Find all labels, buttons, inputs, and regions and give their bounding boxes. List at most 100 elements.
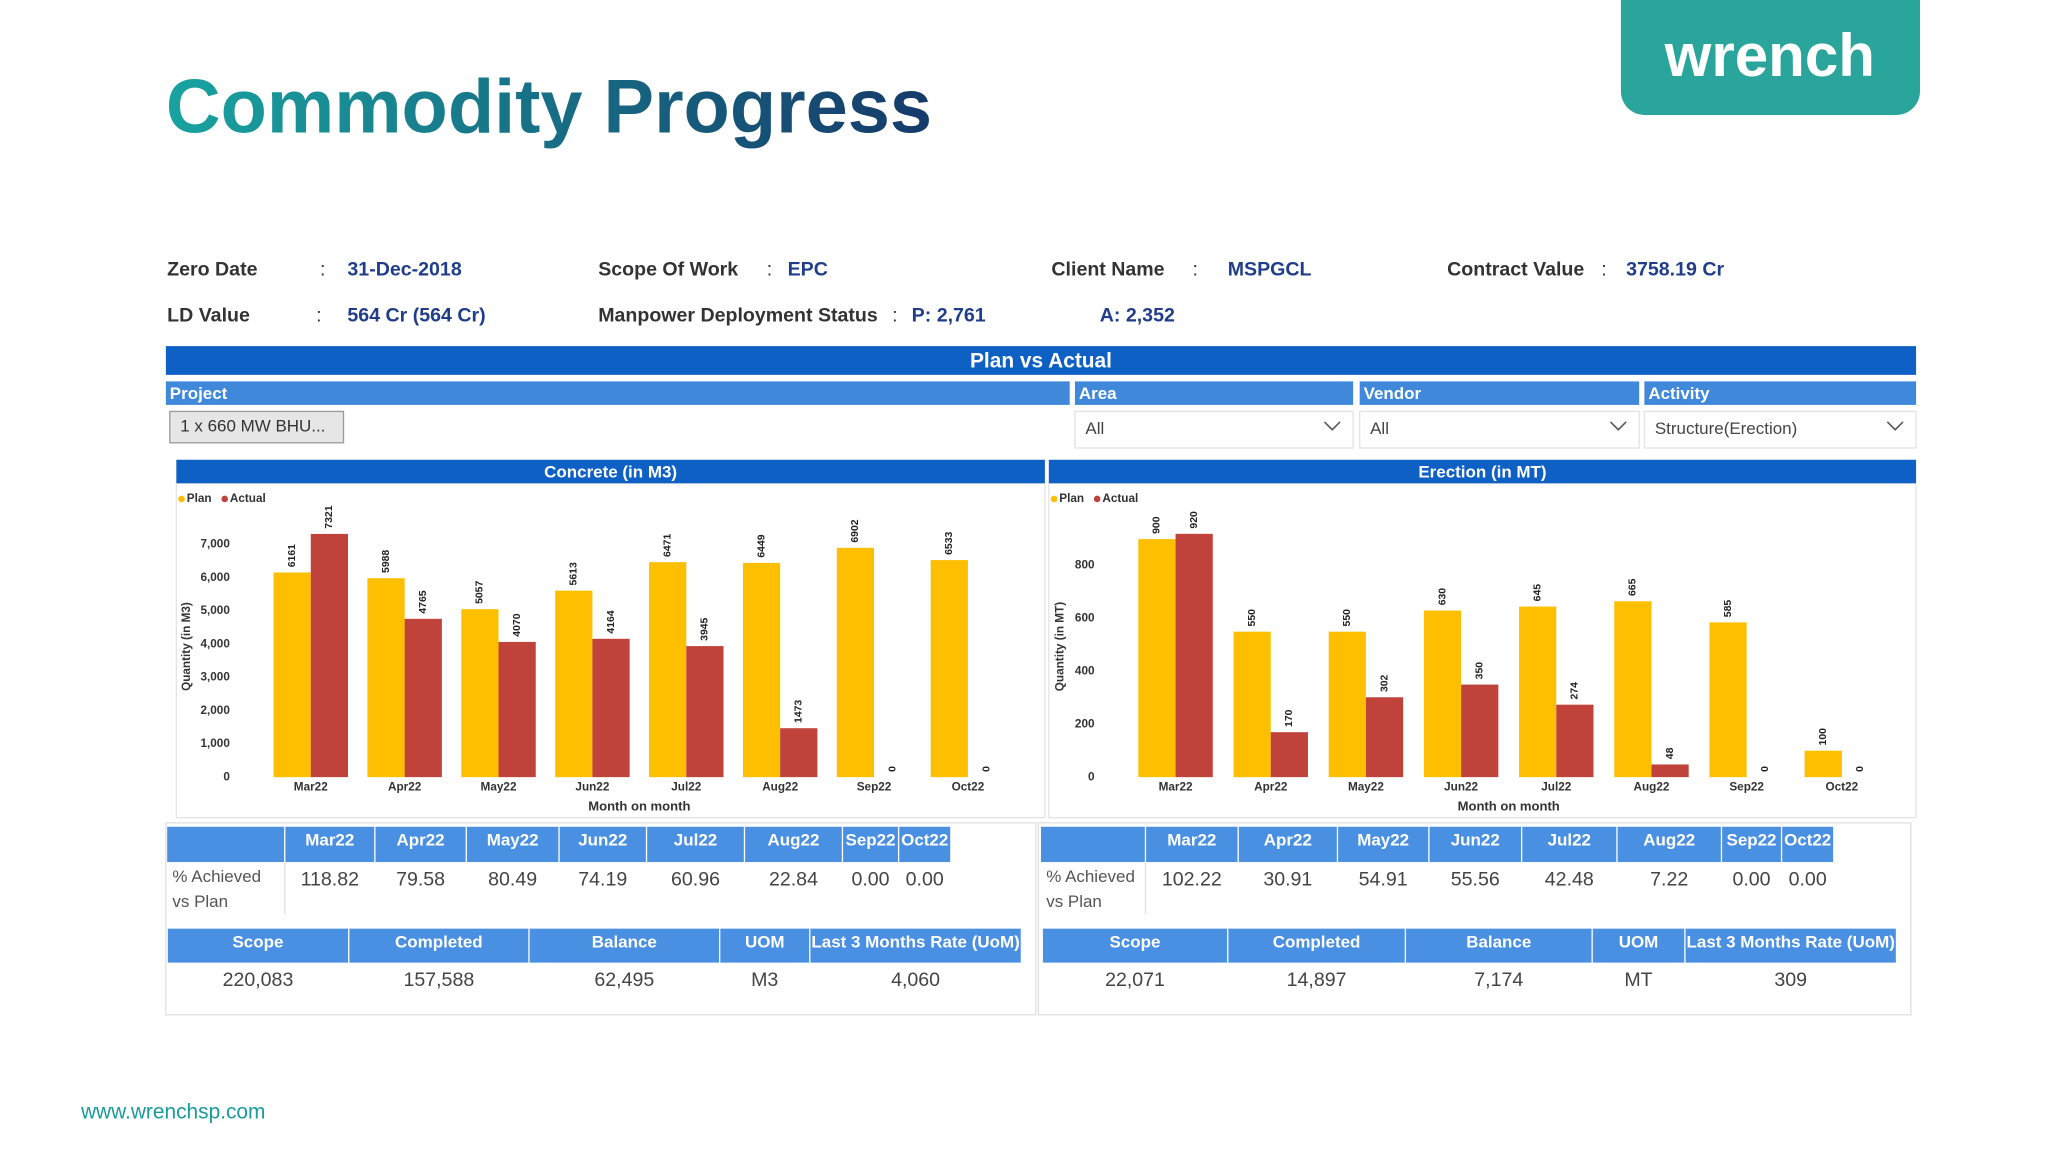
table-cell: 118.82 xyxy=(301,868,359,890)
bar xyxy=(273,572,311,778)
filter-header xyxy=(165,381,1070,405)
column-header: Completed xyxy=(395,933,483,952)
filter-value[interactable]: All xyxy=(1370,419,1389,438)
banner-title: Plan vs Actual xyxy=(970,349,1112,372)
chart-title: Concrete (in M3) xyxy=(544,462,677,481)
bar xyxy=(836,547,875,778)
info-separator: : xyxy=(767,259,772,281)
table-cell: MT xyxy=(1624,969,1652,991)
filter-header xyxy=(1074,381,1354,405)
table-cell: 157,588 xyxy=(403,969,474,991)
project-chip[interactable] xyxy=(169,410,345,444)
info-value: 564 Cr (564 Cr) xyxy=(347,304,485,326)
filter-value[interactable]: All xyxy=(1085,419,1104,438)
table-cell: 55.56 xyxy=(1451,868,1500,890)
info-value: EPC xyxy=(788,259,828,281)
x-tick-label: Jun22 xyxy=(1444,781,1478,794)
table-cell: 22.84 xyxy=(769,868,818,890)
table-cell: 7.22 xyxy=(1650,868,1688,890)
column-header: Balance xyxy=(1466,933,1531,952)
dropdown[interactable] xyxy=(1643,410,1917,449)
column-header: Aug22 xyxy=(768,831,820,850)
filter-value[interactable]: Structure(Erection) xyxy=(1655,419,1797,438)
x-tick-label: Jun22 xyxy=(575,781,609,794)
y-tick-label: 1,000 xyxy=(200,737,230,750)
y-tick-label: 800 xyxy=(1075,559,1095,572)
bar xyxy=(555,590,593,778)
column-header: May22 xyxy=(487,831,539,850)
table-header xyxy=(167,928,1022,963)
data-label: 900 xyxy=(1152,516,1163,534)
table-cell: 0.00 xyxy=(851,868,889,890)
data-label: 350 xyxy=(1474,662,1485,680)
row-label: % Achieved xyxy=(172,867,261,886)
column-header: Apr22 xyxy=(397,831,445,850)
column-header: Balance xyxy=(592,933,657,952)
filter-value[interactable]: 1 x 660 MW BHU... xyxy=(180,417,325,436)
data-label: 550 xyxy=(1342,609,1353,627)
column-header: Jul22 xyxy=(674,831,717,850)
table-cell: 54.91 xyxy=(1359,868,1408,890)
data-label: 6902 xyxy=(850,519,861,542)
legend-label: Plan xyxy=(1059,492,1084,505)
y-tick-label: 400 xyxy=(1075,664,1095,677)
y-tick-label: 3,000 xyxy=(200,671,230,684)
table-cell: 79.58 xyxy=(396,868,445,890)
legend-label: Actual xyxy=(230,492,266,505)
column-header: Jul22 xyxy=(1548,831,1591,850)
data-label: 550 xyxy=(1247,609,1258,627)
legend-swatch xyxy=(221,495,228,503)
x-tick-label: May22 xyxy=(481,781,517,794)
y-tick-label: 6,000 xyxy=(200,571,230,584)
x-tick-label: Jul22 xyxy=(1541,781,1572,794)
info-label: Contract Value xyxy=(1447,259,1584,281)
filter-label: Vendor xyxy=(1364,384,1422,403)
table-cell: 80.49 xyxy=(488,868,537,890)
y-axis-label: Quantity (in M3) xyxy=(180,602,193,691)
data-label: 6449 xyxy=(756,534,767,557)
data-label: 6533 xyxy=(944,531,955,554)
bar xyxy=(461,609,499,778)
table-cell: 14,897 xyxy=(1287,969,1347,991)
bar xyxy=(592,638,630,778)
column-header: Oct22 xyxy=(901,831,948,850)
x-tick-label: Oct22 xyxy=(952,781,985,794)
data-label: 0 xyxy=(887,766,898,772)
dropdown[interactable] xyxy=(1074,410,1354,449)
bar xyxy=(1519,606,1557,778)
table-header xyxy=(1040,826,1834,863)
column-header: Last 3 Months Rate (UoM) xyxy=(811,933,1019,952)
data-label: 5613 xyxy=(569,562,580,585)
table-cell: 309 xyxy=(1774,969,1807,991)
column-header: Oct22 xyxy=(1784,831,1831,850)
bar xyxy=(742,562,781,778)
table-cell: 4,060 xyxy=(891,969,940,991)
info-separator: : xyxy=(316,304,321,326)
info-label: Client Name xyxy=(1051,259,1164,281)
bar xyxy=(686,646,724,778)
column-header: UOM xyxy=(745,933,785,952)
table-header xyxy=(1042,928,1897,963)
legend-swatch xyxy=(1093,495,1101,503)
column-header: Aug22 xyxy=(1643,831,1695,850)
dropdown[interactable] xyxy=(1359,410,1640,449)
data-label: 100 xyxy=(1818,728,1829,746)
data-label: 302 xyxy=(1379,674,1390,692)
footer-url: www.wrenchsp.com xyxy=(80,1100,265,1123)
data-label: 6161 xyxy=(287,544,298,567)
legend-label: Plan xyxy=(187,492,212,505)
column-header: Mar22 xyxy=(1167,831,1216,850)
info-label: Manpower Deployment Status xyxy=(598,304,878,326)
info-value: 31-Dec-2018 xyxy=(347,259,461,281)
table-cell: 0.00 xyxy=(1789,868,1827,890)
filter-header xyxy=(1359,381,1640,405)
column-header: Scope xyxy=(232,933,283,952)
bar xyxy=(1175,533,1213,778)
page-title: Commodity Progress xyxy=(166,64,932,149)
data-label: 7321 xyxy=(324,505,335,528)
column-header: Jun22 xyxy=(578,831,627,850)
y-tick-label: 2,000 xyxy=(200,704,230,717)
filter-label: Activity xyxy=(1648,384,1710,403)
data-label: 274 xyxy=(1570,682,1581,700)
